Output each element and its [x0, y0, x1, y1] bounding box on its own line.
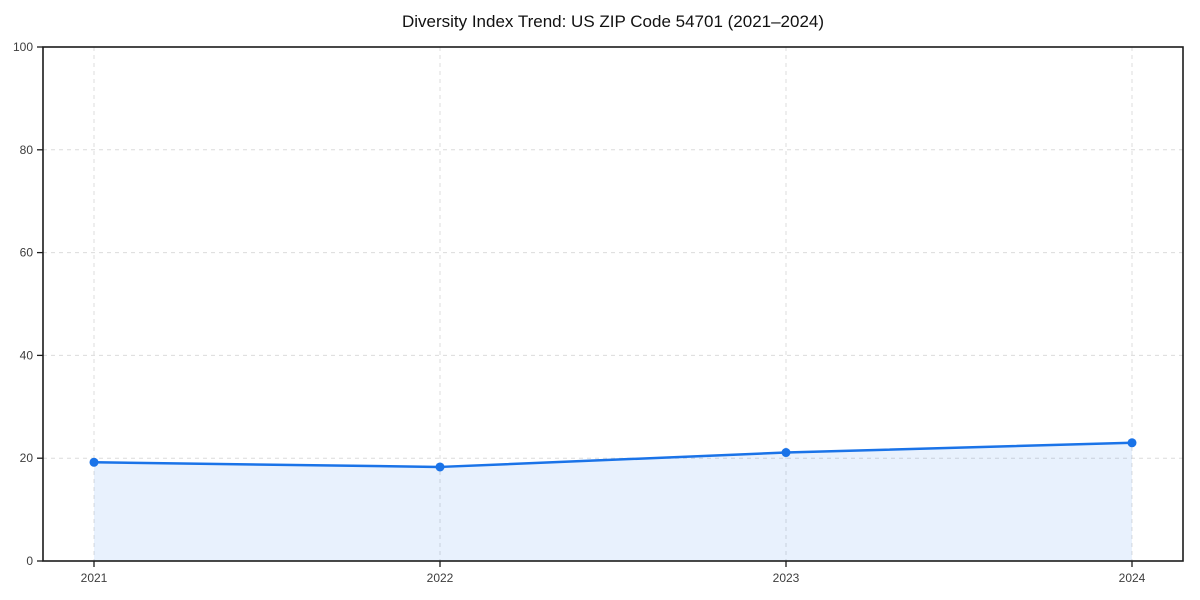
x-tick-label: 2023 — [773, 571, 800, 585]
chart-title: Diversity Index Trend: US ZIP Code 54701… — [401, 12, 825, 31]
y-tick-label: 20 — [20, 451, 34, 465]
y-tick-label: 80 — [20, 143, 34, 157]
data-point-marker — [781, 448, 791, 458]
y-tick-label: 0 — [26, 554, 33, 568]
area-fill — [94, 442, 1132, 561]
x-tick-label: 2021 — [81, 571, 108, 585]
data-point-marker — [1127, 438, 1137, 448]
plot-border — [42, 46, 1184, 562]
trend-line — [92, 441, 1134, 469]
data-point-marker — [435, 462, 445, 472]
x-tick-label: 2024 — [1119, 571, 1146, 585]
data-point-marker — [89, 457, 99, 467]
y-tick-label: 60 — [20, 246, 34, 260]
y-tick-label: 100 — [13, 40, 33, 54]
x-tick-label: 2022 — [427, 571, 454, 585]
y-tick-label: 40 — [20, 348, 34, 362]
